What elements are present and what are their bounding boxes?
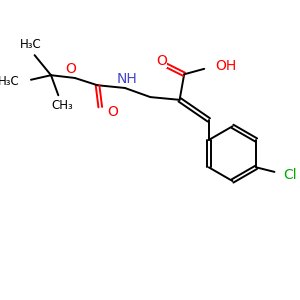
Text: O: O bbox=[156, 54, 167, 68]
Text: CH₃: CH₃ bbox=[51, 99, 73, 112]
Text: O: O bbox=[108, 105, 118, 119]
Text: Cl: Cl bbox=[284, 168, 297, 182]
Text: H₃C: H₃C bbox=[20, 38, 42, 51]
Text: OH: OH bbox=[215, 59, 236, 73]
Text: O: O bbox=[66, 62, 76, 76]
Text: NH: NH bbox=[116, 72, 137, 86]
Text: H₃C: H₃C bbox=[0, 75, 20, 88]
